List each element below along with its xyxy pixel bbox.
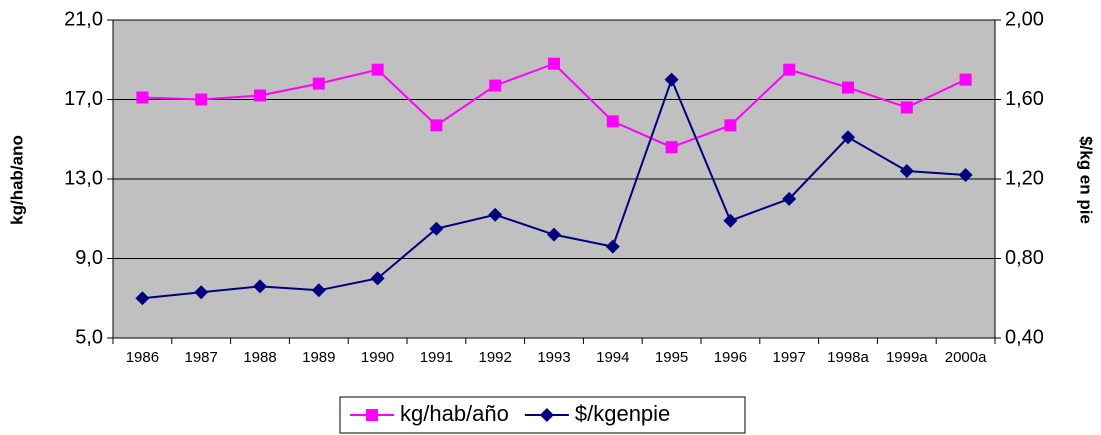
data-point — [371, 63, 384, 76]
y-tick-label: 17,0 — [64, 88, 103, 110]
data-point — [135, 291, 150, 306]
data-point — [723, 213, 738, 228]
data-point — [547, 227, 561, 242]
legend-marker — [366, 409, 378, 421]
x-tick-label: 1992 — [479, 349, 512, 366]
legend-marker — [539, 408, 554, 422]
data-point — [548, 57, 560, 70]
data-point — [842, 81, 854, 94]
x-tick-label: 1986 — [126, 349, 159, 366]
y2-tick-label: 1,60 — [1005, 88, 1044, 110]
x-tick-label: 1989 — [302, 349, 335, 366]
data-point — [958, 168, 973, 183]
y2-tick-label: 0,80 — [1005, 247, 1044, 269]
y2-tick-label: 0,40 — [1005, 326, 1044, 348]
x-tick-label: 1999a — [886, 349, 928, 366]
data-point — [489, 79, 502, 92]
legend-label: $/kgenpie — [575, 401, 670, 426]
data-point — [665, 141, 678, 154]
data-point — [311, 283, 326, 298]
x-tick-label: 1991 — [420, 349, 453, 366]
data-point — [488, 207, 503, 222]
x-tick-label: 1988 — [243, 349, 276, 366]
data-point — [841, 130, 855, 145]
y2-tick-label: 2,00 — [1005, 8, 1044, 30]
data-point — [605, 239, 620, 254]
data-point — [900, 101, 913, 114]
data-point — [312, 77, 325, 90]
x-tick-label: 1993 — [537, 349, 570, 366]
data-point — [429, 221, 444, 236]
x-tick-label: 1997 — [773, 349, 806, 366]
y-axis-title: kg/hab/ano — [7, 135, 26, 225]
x-tick-label: 1990 — [361, 349, 394, 366]
x-tick-label: 1996 — [714, 349, 747, 366]
data-point — [253, 279, 267, 294]
x-tick-label: 1987 — [185, 349, 218, 366]
data-point — [254, 89, 266, 102]
y-tick-label: 13,0 — [64, 167, 103, 189]
y-tick-label: 9,0 — [75, 247, 103, 269]
y2-tick-label: 1,20 — [1005, 167, 1044, 189]
y2-axis-title: $/kg en pie — [1077, 136, 1096, 224]
data-point — [430, 119, 443, 132]
data-point — [724, 119, 737, 132]
data-point — [783, 63, 796, 76]
data-point — [370, 271, 385, 286]
x-tick-label: 1994 — [596, 349, 629, 366]
y-tick-label: 21,0 — [64, 8, 103, 30]
data-point — [899, 164, 914, 179]
x-tick-label: 2000a — [945, 349, 987, 366]
data-point — [959, 73, 972, 86]
legend-label: kg/hab/año — [400, 401, 509, 426]
y-tick-label: 5,0 — [75, 326, 103, 348]
x-tick-label: 1995 — [655, 349, 688, 366]
data-point — [782, 191, 797, 206]
data-point — [136, 91, 149, 104]
data-point — [606, 115, 619, 128]
data-point — [194, 285, 209, 300]
data-point — [195, 93, 208, 106]
data-point — [664, 72, 679, 87]
x-tick-label: 1998a — [827, 349, 869, 366]
